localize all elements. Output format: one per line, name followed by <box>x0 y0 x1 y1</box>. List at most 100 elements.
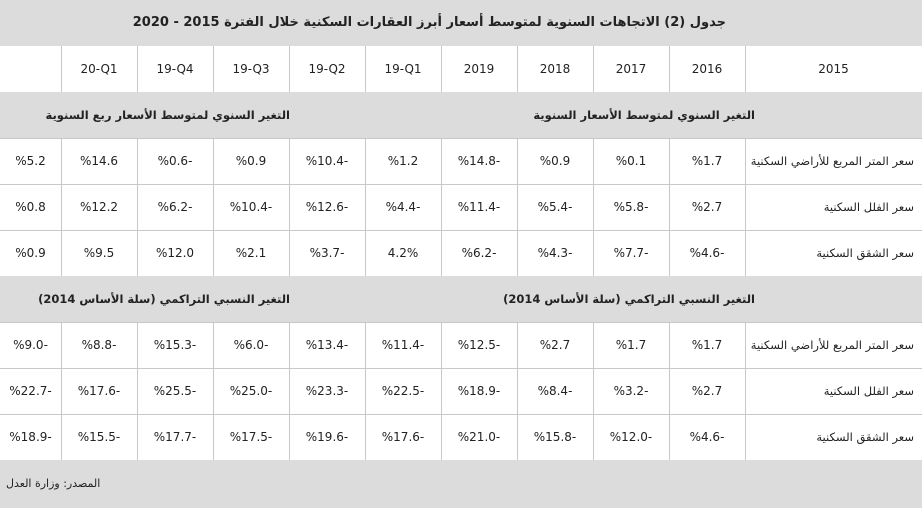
value-cell: %9.5 <box>83 246 115 260</box>
band <box>0 92 922 138</box>
value-cell: %14.8- <box>457 154 501 168</box>
value-cell: %4.4- <box>385 200 421 214</box>
value-cell: %9.0- <box>13 338 48 352</box>
value-cell: %15.3- <box>153 338 197 352</box>
column-divider <box>517 46 518 92</box>
value-cell: %0.6- <box>157 154 193 168</box>
column-divider <box>137 322 138 460</box>
value-cell: %19.6- <box>305 430 349 444</box>
value-cell: %4.6- <box>689 246 725 260</box>
value-cell: %10.4- <box>229 200 273 214</box>
value-cell: %0.9 <box>235 154 267 168</box>
column-divider <box>365 46 366 92</box>
source: المصدر: وزارة العدل <box>6 477 101 490</box>
value-cell: %17.6- <box>381 430 425 444</box>
column-divider <box>593 138 594 276</box>
column-divider <box>365 138 366 276</box>
value-cell: %22.5- <box>381 384 425 398</box>
value-cell: %4.6- <box>689 430 725 444</box>
column-divider <box>669 322 670 460</box>
column-divider <box>365 322 366 460</box>
column-header: 2015 <box>818 62 849 76</box>
column-divider <box>441 322 442 460</box>
section-header: التغير النسبي التراكمي (سلة الأساس 2014) <box>38 292 290 306</box>
column-divider <box>61 322 62 460</box>
column-divider <box>745 138 746 276</box>
row-divider <box>0 138 922 139</box>
row-divider <box>0 368 922 369</box>
column-header: 2019 <box>463 62 495 76</box>
value-cell: %18.9- <box>9 430 52 444</box>
value-cell: %6.2- <box>157 200 193 214</box>
value-cell: %3.7- <box>309 246 345 260</box>
column-header: 19-Q4 <box>156 62 194 76</box>
column-divider <box>669 46 670 92</box>
value-cell: %21.0- <box>457 430 501 444</box>
value-cell: %11.4- <box>381 338 425 352</box>
value-cell: %2.7 <box>691 200 723 214</box>
value-cell: %1.7 <box>691 338 723 352</box>
column-header: 2016 <box>691 62 723 76</box>
column-divider <box>441 138 442 276</box>
value-cell: 4.2% <box>387 246 419 260</box>
row-label: سعر الفلل السكنية <box>823 200 914 214</box>
value-cell: %17.6- <box>77 384 121 398</box>
column-divider <box>517 322 518 460</box>
band <box>0 460 922 508</box>
column-divider <box>61 138 62 276</box>
title: جدول (2) الاتجاهات السنوية لمتوسط أسعار … <box>132 15 726 30</box>
column-divider <box>289 46 290 92</box>
column-divider <box>213 46 214 92</box>
band <box>0 0 922 46</box>
column-divider <box>213 138 214 276</box>
value-cell: %5.8- <box>613 200 649 214</box>
column-divider <box>61 46 62 92</box>
column-divider <box>137 46 138 92</box>
column-divider <box>593 46 594 92</box>
value-cell: %5.4- <box>537 200 573 214</box>
band <box>0 276 922 322</box>
value-cell: %10.4- <box>305 154 349 168</box>
value-cell: %2.7 <box>539 338 571 352</box>
value-cell: %4.3- <box>537 246 573 260</box>
value-cell: %25.0- <box>229 384 273 398</box>
value-cell: %11.4- <box>457 200 501 214</box>
row-label: سعر الشقق السكنية <box>816 430 914 444</box>
value-cell: %2.1 <box>235 246 267 260</box>
column-header: 19-Q3 <box>232 62 270 76</box>
value-cell: %13.4- <box>305 338 349 352</box>
row-divider <box>0 414 922 415</box>
row-divider <box>0 230 922 231</box>
value-cell: %0.8 <box>15 200 46 214</box>
row-divider <box>0 184 922 185</box>
column-divider <box>745 46 746 92</box>
column-divider <box>441 46 442 92</box>
column-header: 19-Q2 <box>308 62 346 76</box>
value-cell: %15.8- <box>533 430 577 444</box>
column-header: 2017 <box>615 62 647 76</box>
row-label: سعر المتر المربع للأراضي السكنية <box>750 154 914 168</box>
section-header: التغير السنوي لمتوسط الأسعار السنوية <box>533 108 755 122</box>
column-divider <box>289 322 290 460</box>
column-header: 20-Q1 <box>80 62 118 76</box>
value-cell: %17.5- <box>229 430 273 444</box>
value-cell: %2.7 <box>691 384 723 398</box>
column-divider <box>745 322 746 460</box>
value-cell: %1.7 <box>691 154 723 168</box>
row-label: سعر الفلل السكنية <box>823 384 914 398</box>
column-header: 19-Q1 <box>384 62 422 76</box>
value-cell: %1.7 <box>615 338 647 352</box>
row-label: سعر المتر المربع للأراضي السكنية <box>750 338 914 352</box>
value-cell: %12.0 <box>155 246 195 260</box>
value-cell: %22.7- <box>9 384 52 398</box>
value-cell: %1.2 <box>387 154 419 168</box>
value-cell: %15.5- <box>77 430 121 444</box>
value-cell: %12.5- <box>457 338 501 352</box>
value-cell: %0.9 <box>15 246 46 260</box>
row-label: سعر الشقق السكنية <box>816 246 914 260</box>
value-cell: %18.9- <box>457 384 501 398</box>
section-header: التغير السنوي لمتوسط الأسعار ربع السنوية <box>45 108 290 122</box>
value-cell: %12.2 <box>79 200 119 214</box>
column-divider <box>669 138 670 276</box>
